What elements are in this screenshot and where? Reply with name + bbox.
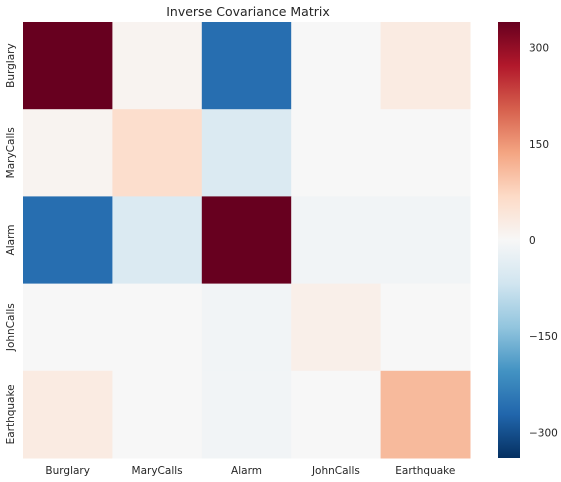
x-tick-label: Burglary <box>45 465 90 477</box>
colorbar-tick-label: −150 <box>529 331 558 343</box>
colorbar <box>498 22 520 458</box>
heatmap-cell-1-0 <box>23 109 113 197</box>
heatmap-cell-3-3 <box>291 283 382 372</box>
colorbar-tick-label: 0 <box>529 235 536 247</box>
x-tick-labels: Burglary MaryCalls Alarm JohnCalls Earthquak… <box>45 465 455 477</box>
heatmap-cell-1-1 <box>112 109 203 197</box>
heatmap-cell-1-4 <box>380 109 471 197</box>
colorbar-tick-label: 300 <box>529 43 549 55</box>
heatmap-cell-0-4 <box>380 22 471 110</box>
heatmap-cell-1-2 <box>201 109 292 197</box>
y-tick-label: Alarm <box>5 225 17 256</box>
colorbar-tick-label: 150 <box>529 139 549 151</box>
x-tick-label: Alarm <box>231 465 262 477</box>
heatmap-cell-3-2 <box>201 283 292 372</box>
y-tick-labels: Burglary MaryCalls Alarm JohnCalls Earthquak… <box>5 43 17 444</box>
y-tick-label: Burglary <box>5 43 17 88</box>
heatmap-cells <box>23 22 471 459</box>
heatmap-cell-4-1 <box>112 370 203 459</box>
heatmap-cell-2-4 <box>380 196 471 285</box>
heatmap-cell-2-3 <box>291 196 382 285</box>
x-tick-label: JohnCalls <box>311 465 360 477</box>
heatmap-cell-0-0 <box>23 22 113 110</box>
heatmap-cell-0-3 <box>291 22 382 110</box>
heatmap-cell-2-1 <box>112 196 203 285</box>
heatmap-cell-3-1 <box>112 283 203 372</box>
colorbar-tick-labels: 300 150 0 −150 −300 <box>529 43 558 440</box>
x-tick-label: MaryCalls <box>132 465 183 477</box>
colorbar-tick-label: −300 <box>529 427 558 439</box>
heatmap-cell-3-0 <box>23 283 113 372</box>
y-tick-label: Earthquake <box>5 384 17 444</box>
y-tick-label: MaryCalls <box>5 127 17 178</box>
x-tick-label: Earthquake <box>395 465 455 477</box>
heatmap-cell-1-3 <box>291 109 382 197</box>
heatmap-cell-3-4 <box>380 283 471 372</box>
heatmap-cell-0-1 <box>112 22 203 110</box>
heatmap-cell-4-2 <box>201 370 292 459</box>
heatmap-cell-2-2 <box>201 196 292 285</box>
heatmap-cell-2-0 <box>23 196 113 285</box>
y-tick-label: JohnCalls <box>5 303 17 352</box>
heatmap-cell-0-2 <box>201 22 292 110</box>
heatmap-cell-4-4 <box>380 370 471 459</box>
chart-title: Inverse Covariance Matrix <box>166 4 330 19</box>
heatmap-cell-4-3 <box>291 370 382 459</box>
heatmap-cell-4-0 <box>23 370 113 459</box>
